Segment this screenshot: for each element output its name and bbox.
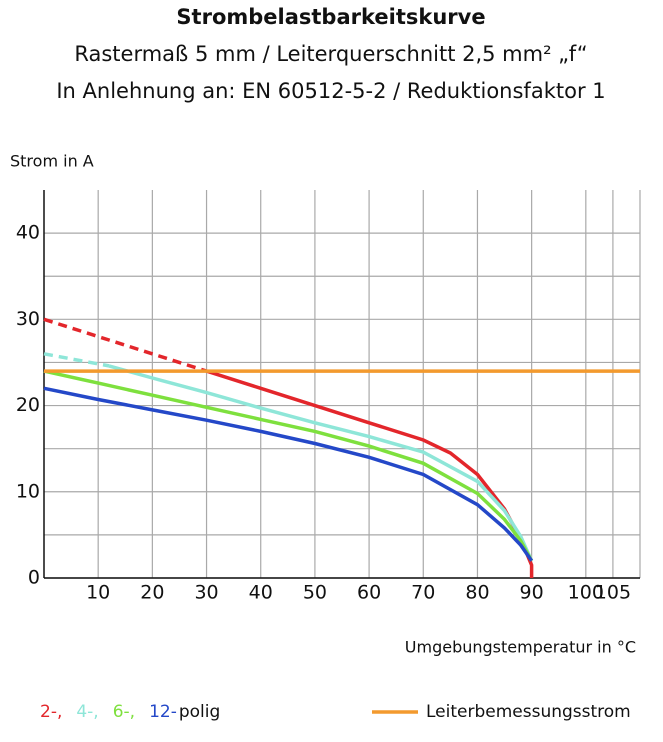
series-line [43,369,534,562]
x-tick-label: 105 [595,582,631,604]
y-tick-label: 10 [16,480,40,502]
x-tick-label: 100 [568,582,604,604]
legend-label: 12- [149,702,177,722]
legend-label: Leiterbemessungsstrom [426,702,631,722]
x-tick-label: 40 [249,582,273,604]
y-tick-label: 20 [16,394,40,416]
x-tick-label: 70 [411,582,435,604]
y-tick-label: 0 [28,567,40,589]
series-line [43,317,208,373]
chart-subtitle: In Anlehnung an: EN 60512-5-2 / Reduktio… [56,79,605,103]
x-tick-label: 80 [465,582,489,604]
series-line [43,352,110,368]
legend-label: 6-, [113,702,135,722]
series-line [108,364,534,562]
y-tick-label: 40 [16,222,40,244]
chart-title: Strombelastbarkeitskurve [176,5,485,29]
y-tick-label: 30 [16,308,40,330]
x-tick-label: 10 [86,582,110,604]
legend-label: 2-, [40,702,62,722]
x-axis-label: Umgebungstemperatur in °C [405,638,636,657]
y-axis-label: Strom in A [10,152,94,171]
x-tick-label: 90 [520,582,544,604]
x-tick-label: 20 [140,582,164,604]
series-line [43,386,534,562]
x-tick-label: 50 [303,582,327,604]
x-tick-label: 60 [357,582,381,604]
legend-suffix: polig [179,702,220,722]
x-tick-label: 30 [194,582,218,604]
legend-label: 4-, [76,702,98,722]
chart-subtitle: Rastermaß 5 mm / Leiterquerschnitt 2,5 m… [74,42,587,66]
